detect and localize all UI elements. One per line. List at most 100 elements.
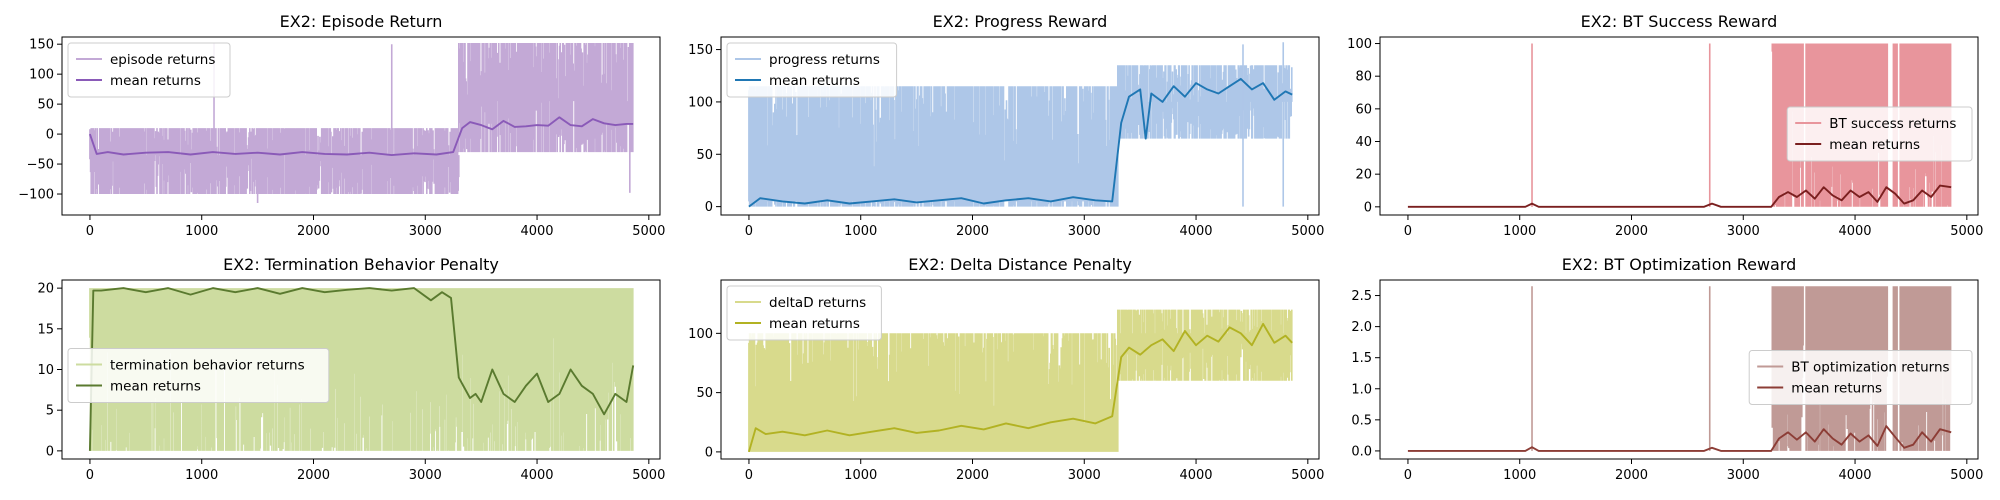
x-tick-label: 0	[1404, 224, 1412, 239]
x-tick-label: 3000	[409, 224, 442, 239]
y-tick-label: 0.5	[1351, 413, 1372, 428]
legend-label: progress returns	[769, 52, 880, 68]
legend: deltaD returns mean returns	[726, 285, 882, 341]
y-tick-label: 20	[1355, 168, 1372, 183]
y-tick-label: 50	[37, 98, 54, 113]
legend-label: mean returns	[1829, 137, 1920, 153]
mean-line-5	[747, 322, 1293, 453]
y-tick-label: −100	[18, 188, 54, 203]
y-tick-label: 15	[37, 322, 54, 337]
y-tick-label: −50	[27, 158, 54, 173]
axes-frame	[1379, 279, 1979, 460]
raw-series-2	[748, 65, 1293, 207]
mean-line-1	[89, 116, 634, 157]
chart-title: EX2: BT Optimization Reward	[1562, 255, 1797, 274]
y-tick-label: 100	[1347, 37, 1372, 52]
y-tick-label: 150	[29, 38, 54, 53]
chart-title: EX2: Delta Distance Penalty	[908, 255, 1132, 274]
y-tick-label: 0	[1364, 200, 1372, 215]
legend-label: BT optimization returns	[1791, 360, 1949, 376]
legend: termination behavior returns mean returns	[67, 348, 330, 403]
chart-title: EX2: BT Success Reward	[1581, 12, 1778, 31]
x-tick-label: 1000	[844, 468, 877, 483]
x-tick-label: 3000	[1727, 468, 1760, 483]
x-tick-label: 1000	[1503, 468, 1536, 483]
x-tick-label: 0	[86, 224, 94, 239]
legend: BT optimization returns mean returns	[1748, 350, 1973, 405]
legend-box	[1786, 106, 1973, 162]
x-tick-label: 5000	[632, 224, 665, 239]
legend-label: mean returns	[769, 73, 860, 89]
raw-series-1	[89, 43, 634, 194]
legend: BT success returns mean returns	[1786, 106, 1973, 162]
x-tick-label: 4000	[1838, 468, 1871, 483]
legend: progress returns mean returns	[726, 42, 898, 98]
y-tick-label: 50	[696, 148, 713, 163]
mean-line-2	[748, 77, 1293, 208]
axes-frame	[61, 36, 661, 216]
plot-area	[89, 42, 634, 204]
plot-area	[748, 42, 1293, 208]
x-tick-label: 4000	[520, 468, 553, 483]
y-tick-label: 100	[29, 68, 54, 83]
y-tick-label: 10	[37, 363, 54, 378]
x-tick-label: 2000	[1615, 468, 1648, 483]
raw-series-5	[748, 309, 1293, 452]
y-tick-label: 1.5	[1351, 351, 1372, 366]
x-tick-label: 5000	[1950, 468, 1983, 483]
y-tick-label: 20	[37, 282, 54, 297]
chart-title: EX2: Progress Reward	[933, 12, 1108, 31]
y-tick-label: 2.5	[1351, 289, 1372, 304]
legend-label: termination behavior returns	[110, 358, 305, 374]
legend-label: mean returns	[110, 379, 201, 395]
x-tick-label: 4000	[1179, 468, 1212, 483]
legend-label: mean returns	[110, 73, 201, 89]
legend-label: mean returns	[1791, 381, 1882, 397]
x-tick-label: 0	[745, 224, 753, 239]
x-tick-label: 3000	[1068, 468, 1101, 483]
x-tick-label: 1000	[1503, 224, 1536, 239]
mean-line-4	[88, 287, 635, 451]
x-tick-label: 3000	[1068, 224, 1101, 239]
y-tick-label: 0	[46, 128, 54, 143]
plot-area	[747, 309, 1293, 453]
legend-box	[1748, 350, 1973, 405]
mean-line-3	[1407, 184, 1952, 208]
y-tick-label: 100	[688, 95, 713, 110]
mean-line-6	[1407, 425, 1952, 452]
x-tick-label: 5000	[1950, 224, 1983, 239]
y-tick-label: 60	[1355, 102, 1372, 117]
axes-frame	[720, 36, 1320, 216]
chart-panel-6: EX2: BT Optimization Reward 0 1000 2000 3000…	[1351, 255, 1983, 483]
y-tick-label: 50	[696, 386, 713, 401]
legend-box	[67, 42, 231, 98]
axes-frame	[720, 279, 1320, 460]
x-tick-label: 2000	[297, 224, 330, 239]
y-tick-label: 80	[1355, 70, 1372, 85]
legend-box	[726, 285, 882, 341]
y-tick-label: 0.0	[1351, 444, 1372, 459]
x-tick-label: 2000	[1615, 224, 1648, 239]
x-tick-label: 0	[1404, 468, 1412, 483]
chart-title: EX2: Termination Behavior Penalty	[223, 255, 499, 274]
x-tick-label: 3000	[1727, 224, 1760, 239]
x-tick-label: 4000	[520, 224, 553, 239]
x-tick-label: 2000	[956, 224, 989, 239]
y-tick-label: 0	[705, 200, 713, 215]
y-tick-label: 150	[688, 43, 713, 58]
legend-label: episode returns	[110, 52, 215, 68]
x-tick-label: 5000	[632, 468, 665, 483]
x-tick-label: 5000	[1291, 468, 1324, 483]
y-tick-label: 2.0	[1351, 320, 1372, 335]
x-tick-label: 2000	[297, 468, 330, 483]
y-tick-label: 0	[46, 444, 54, 459]
chart-panel-4: EX2: Termination Behavior Penalty 0 1000 20…	[37, 255, 665, 483]
x-tick-label: 4000	[1838, 224, 1871, 239]
x-tick-label: 1000	[185, 468, 218, 483]
axes-frame	[1379, 36, 1979, 216]
x-tick-label: 1000	[185, 224, 218, 239]
legend: episode returns mean returns	[67, 42, 231, 98]
y-tick-label: 5	[46, 404, 54, 419]
